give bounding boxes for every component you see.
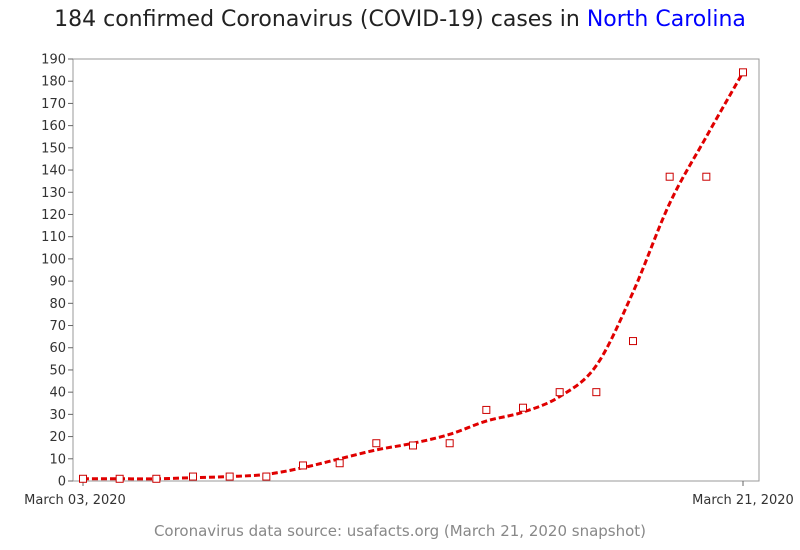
y-tick-label-90: 90 <box>49 275 66 290</box>
y-tick-label-30: 30 <box>49 408 66 423</box>
y-tick-label-0: 0 <box>58 475 66 490</box>
data-point-16 <box>665 172 674 181</box>
y-tick-label-170: 170 <box>41 97 66 112</box>
data-point-11 <box>482 405 491 414</box>
y-tick-label-160: 160 <box>41 119 66 134</box>
data-point-1 <box>115 474 124 483</box>
y-tick-label-110: 110 <box>41 230 66 245</box>
data-point-5 <box>262 472 271 481</box>
chart-title-state: North Carolina <box>586 7 746 32</box>
y-tick-label-130: 130 <box>41 186 66 201</box>
chart-title-prefix: 184 confirmed Coronavirus (COVID-19) cas… <box>54 7 587 32</box>
data-point-12 <box>519 403 527 412</box>
x-tick-label-1: March 21, 2020 <box>692 493 794 508</box>
data-point-8 <box>372 439 381 448</box>
plot-frame <box>72 58 760 482</box>
y-tick-label-140: 140 <box>41 164 66 179</box>
y-tick-label-190: 190 <box>41 53 66 68</box>
chart-title: 184 confirmed Coronavirus (COVID-19) cas… <box>0 7 800 32</box>
data-point-14 <box>592 388 601 397</box>
data-point-7 <box>335 459 344 468</box>
data-point-3 <box>189 472 197 481</box>
y-tick-label-180: 180 <box>41 75 66 90</box>
data-point-2 <box>152 474 161 483</box>
data-point-0 <box>79 474 87 483</box>
y-tick-label-70: 70 <box>49 319 66 334</box>
y-tick-label-50: 50 <box>49 363 66 378</box>
y-tick-label-120: 120 <box>41 208 66 223</box>
data-point-13 <box>555 388 564 397</box>
trend-line <box>83 71 745 481</box>
y-tick-label-100: 100 <box>41 252 66 267</box>
data-point-6 <box>299 461 307 470</box>
data-source-footer: Coronavirus data source: usafacts.org (M… <box>153 522 647 540</box>
x-tick-label-0: March 03, 2020 <box>24 493 126 508</box>
data-point-15 <box>629 337 637 346</box>
y-tick-label-10: 10 <box>49 452 66 467</box>
data-point-17 <box>702 172 711 181</box>
y-tick-label-150: 150 <box>41 141 66 156</box>
data-point-4 <box>225 472 234 481</box>
data-point-18 <box>739 68 747 77</box>
data-point-10 <box>445 439 454 448</box>
y-tick-label-60: 60 <box>49 341 66 356</box>
y-tick-label-80: 80 <box>49 297 66 312</box>
data-point-9 <box>409 441 417 450</box>
y-tick-label-40: 40 <box>49 386 66 401</box>
y-tick-label-20: 20 <box>49 430 66 445</box>
